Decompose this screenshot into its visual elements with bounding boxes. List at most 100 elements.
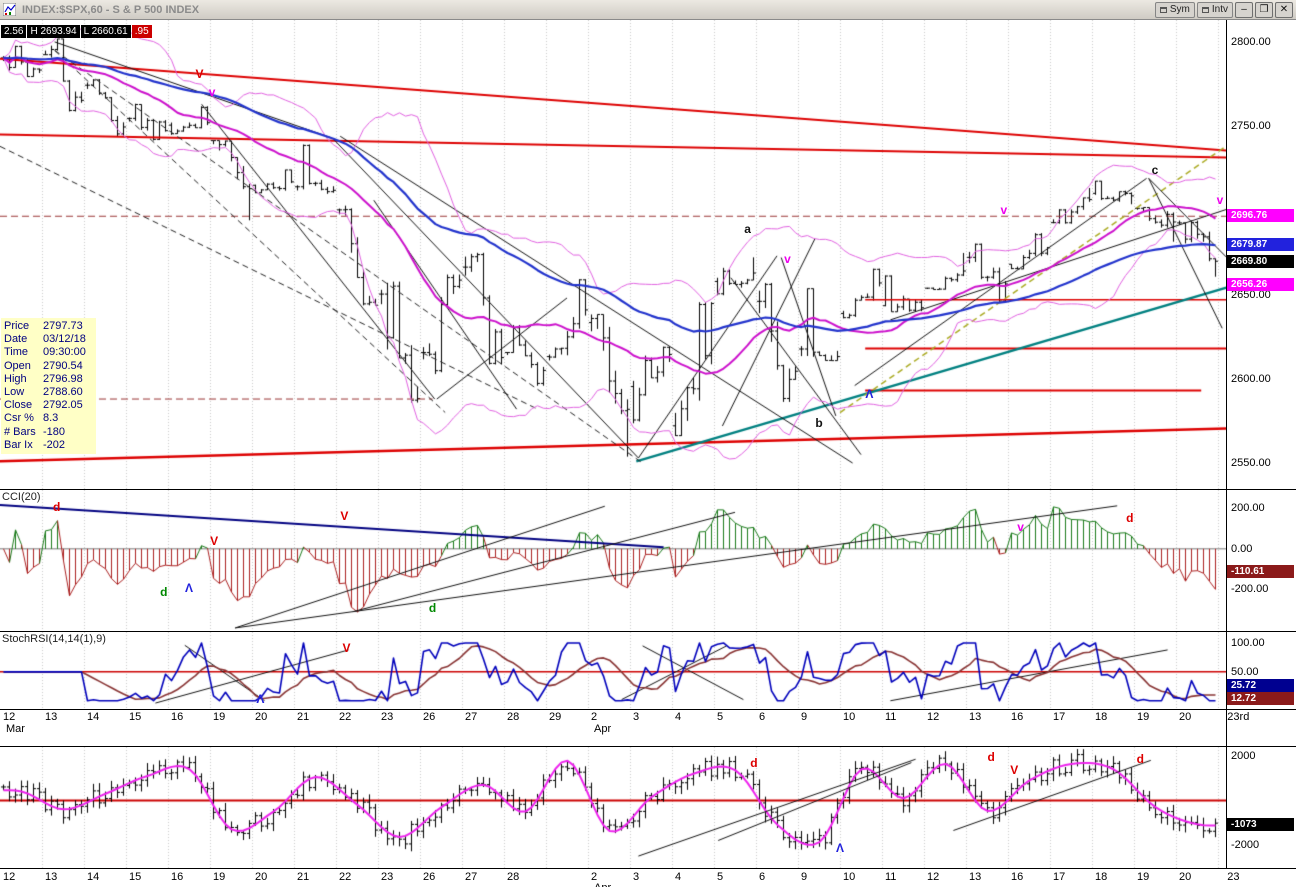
- price-badge: 2679.87: [1227, 237, 1294, 251]
- x-axis-label: 27: [465, 711, 478, 723]
- x-axis-label: 12: [3, 711, 16, 723]
- intv-button[interactable]: Intv: [1196, 1, 1233, 18]
- y-axis-tick: 2550.00: [1231, 457, 1271, 470]
- infobox-row: Time 09:30:00: [4, 346, 94, 359]
- stochrsi-chart-canvas[interactable]: [0, 632, 1226, 710]
- x-axis-label: 19: [1137, 871, 1150, 883]
- infobox-value: 8.3: [43, 412, 59, 425]
- close-button[interactable]: ✕: [1275, 1, 1293, 18]
- panel-divider: [0, 746, 1296, 747]
- cci-chart-canvas[interactable]: [0, 490, 1226, 632]
- y-axis-tick: 2600.00: [1231, 372, 1271, 385]
- infobox-label: Low: [4, 386, 25, 399]
- y-axis-tick: 200.00: [1231, 502, 1265, 515]
- y-axis-tick: 2650.00: [1231, 288, 1271, 301]
- x-axis-label: 21: [297, 871, 310, 883]
- infobox-row: Open 2790.54: [4, 360, 94, 373]
- x-axis-label: 20: [1179, 711, 1192, 723]
- price-badge: -1073: [1227, 817, 1294, 831]
- sym-label: Sym: [1169, 4, 1190, 15]
- infobox-label: # Bars: [4, 425, 36, 438]
- infobox-value: 03/12/18: [43, 333, 86, 346]
- change-badge: .95: [131, 25, 152, 38]
- x-axis-label: 16: [171, 711, 184, 723]
- infobox-label: Date: [4, 333, 28, 346]
- infobox-value: 2788.60: [43, 386, 83, 399]
- x-axis-label: 11: [885, 711, 897, 723]
- x-axis-label: 9: [801, 711, 808, 723]
- price-badge: -110.61: [1227, 564, 1294, 578]
- x-axis-label: 14: [87, 871, 100, 883]
- y-axis-tick: 0.00: [1231, 542, 1253, 555]
- x-axis-label: 4: [675, 871, 682, 883]
- x-axis-label: 13: [969, 871, 982, 883]
- x-axis-label: 3: [633, 711, 640, 723]
- infobox-row: # Bars -180: [4, 426, 94, 439]
- x-axis-label: 6: [759, 711, 766, 723]
- sym-button[interactable]: Sym: [1154, 1, 1195, 18]
- x-axis-label: 17: [1053, 871, 1066, 883]
- x-axis-month: Apr: [594, 882, 611, 887]
- infobox-label: Close: [4, 399, 33, 412]
- y-axis-tick: 2000: [1231, 749, 1256, 762]
- x-axis-label: 23: [1227, 871, 1240, 883]
- x-axis-label: 21: [297, 711, 310, 723]
- window-title: INDEX:$SPX,60 - S & P 500 INDEX: [22, 3, 200, 16]
- x-axis-label: 2: [591, 711, 598, 723]
- time-axis: 12 13 14 15 16 19 20 21 22 23 26 27 28 29 2 3 4 5 6 9 10 11 12…: [0, 710, 1296, 738]
- x-axis-label: 28: [507, 871, 520, 883]
- x-axis-label: 5: [717, 711, 724, 723]
- panel-divider: [0, 868, 1296, 869]
- y-axis-tick: 50.00: [1231, 665, 1259, 678]
- x-axis-label: 12: [927, 871, 940, 883]
- x-axis-label: 16: [1011, 711, 1024, 723]
- x-axis-label: 14: [87, 711, 100, 723]
- panel-divider: [0, 489, 1296, 490]
- ohlc-readout-item: L 2660.61: [80, 25, 131, 38]
- data-window: Price 2797.73 Date 03/12/18 Time 09:30:00 Open…: [1, 318, 96, 455]
- x-axis-label: 12: [3, 871, 16, 883]
- x-axis-label: 9: [801, 871, 808, 883]
- infobox-value: -202: [43, 438, 66, 451]
- infobox-row: Low 2788.60: [4, 386, 94, 399]
- x-axis-month: Apr: [594, 723, 612, 735]
- infobox-label: Time: [4, 346, 29, 359]
- x-axis-label: 6: [759, 871, 766, 883]
- price-badge: 2669.80: [1227, 254, 1294, 268]
- y-axis-tick: -2000: [1231, 838, 1260, 851]
- x-axis-label: 23: [381, 711, 394, 723]
- infobox-value: 2790.54: [43, 359, 83, 372]
- infobox-label: Bar Ix: [4, 438, 33, 451]
- restore-button[interactable]: ❐: [1255, 1, 1273, 18]
- minimize-button[interactable]: –: [1235, 1, 1253, 18]
- x-axis-label: 12: [927, 711, 940, 723]
- stochrsi-label: StochRSI(14,14(1),9): [2, 633, 106, 645]
- x-axis-label: 15: [129, 711, 142, 723]
- price-chart-canvas[interactable]: [0, 20, 1226, 490]
- breadth-chart-canvas[interactable]: [0, 747, 1226, 869]
- chart-icon: [3, 3, 18, 17]
- infobox-value: 2792.05: [43, 399, 83, 412]
- x-axis-label: 16: [171, 871, 184, 883]
- sym-icon: [1159, 6, 1167, 13]
- x-axis-label: 16: [1011, 871, 1024, 883]
- x-axis-label: 18: [1095, 871, 1108, 883]
- ohlc-readout: 2.56 H 2693.94 L 2660.61.95: [1, 21, 153, 39]
- infobox-value: 09:30:00: [43, 346, 86, 359]
- infobox-value: -180: [43, 425, 66, 438]
- x-axis-label: 29: [549, 711, 562, 723]
- x-axis-label: 19: [213, 711, 226, 723]
- axis-divider: [1226, 20, 1227, 869]
- panel-divider: [0, 631, 1296, 632]
- x-axis-label: 27: [465, 871, 478, 883]
- x-axis-label: 20: [1179, 871, 1192, 883]
- infobox-label: Csr %: [4, 412, 34, 425]
- infobox-value: 2797.73: [43, 320, 83, 332]
- infobox-row: Csr % 8.3: [4, 412, 94, 425]
- x-axis-label: 5: [717, 871, 724, 883]
- y-axis-tick: -200.00: [1231, 583, 1269, 596]
- x-axis-label: 11: [885, 871, 897, 883]
- infobox-value: 2796.98: [43, 372, 83, 385]
- x-axis-label: 4: [675, 711, 682, 723]
